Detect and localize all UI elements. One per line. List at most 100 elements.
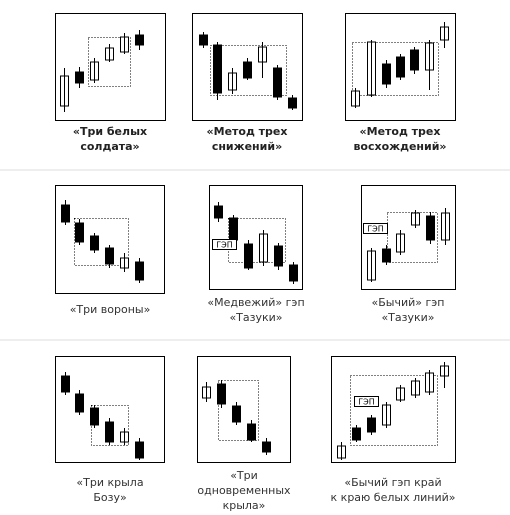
candle xyxy=(244,240,253,270)
candle xyxy=(61,372,70,395)
candle xyxy=(440,362,449,388)
candle xyxy=(410,47,419,74)
candle xyxy=(120,33,129,54)
candle xyxy=(274,243,283,270)
caption: «Три одновременных крыла» xyxy=(164,468,324,513)
caption-line: крыла» xyxy=(222,499,266,512)
candle xyxy=(214,202,223,222)
caption-line: Бозу» xyxy=(93,491,127,504)
candle xyxy=(288,95,297,110)
candle xyxy=(411,210,420,228)
caption: «Метод трех снижений» xyxy=(167,124,327,154)
gap-label-box xyxy=(354,396,379,407)
caption-line: «Бычий» гэп xyxy=(371,296,445,309)
pattern-box xyxy=(197,356,291,463)
candle xyxy=(351,88,360,108)
candle xyxy=(243,58,252,80)
caption-line: восхождений» xyxy=(353,140,447,153)
candle xyxy=(367,415,376,435)
candle xyxy=(441,208,450,245)
caption: «Бычий» гэп «Тазуки» xyxy=(328,295,488,325)
caption: «Метод трех восхождений» xyxy=(320,124,480,154)
caption: «Три белых солдата» xyxy=(30,124,190,154)
candle xyxy=(135,30,144,50)
range-outline xyxy=(352,42,439,96)
candle xyxy=(75,219,84,245)
candle xyxy=(120,428,129,445)
range-outline xyxy=(218,380,259,441)
candle xyxy=(258,42,267,78)
candle xyxy=(247,420,256,442)
candle xyxy=(60,68,69,112)
candle xyxy=(367,248,376,282)
candle xyxy=(440,22,449,48)
candle xyxy=(289,262,298,284)
candle xyxy=(135,438,144,460)
candle xyxy=(337,442,346,460)
caption-line: «Тазуки» xyxy=(229,311,283,324)
candle xyxy=(229,215,238,242)
caption-line: «Тазуки» xyxy=(381,311,435,324)
candle xyxy=(90,233,99,253)
caption-line: «Бычий гэп край xyxy=(344,476,442,489)
candle xyxy=(213,42,222,100)
caption: «Медвежий» гэп «Тазуки» xyxy=(176,295,336,325)
candle xyxy=(262,438,271,455)
candle xyxy=(105,245,114,268)
candle xyxy=(396,385,405,402)
caption-line: «Три xyxy=(230,469,258,482)
caption-line: «Медвежий» гэп xyxy=(207,296,305,309)
pattern-box xyxy=(55,185,165,294)
candle xyxy=(382,402,391,428)
caption: «Три вороны» xyxy=(30,302,190,317)
candle xyxy=(396,230,405,255)
candle xyxy=(75,67,84,88)
candle xyxy=(75,390,84,415)
candle xyxy=(228,68,237,94)
range-outline xyxy=(74,218,129,266)
caption: «Три крыла Бозу» xyxy=(30,475,190,505)
pattern-box xyxy=(331,356,456,463)
range-outline xyxy=(88,37,131,87)
candle xyxy=(367,40,376,97)
caption-line: «Три крыла xyxy=(76,476,144,489)
candle xyxy=(90,405,99,428)
candle xyxy=(426,212,435,244)
pattern-box xyxy=(55,356,165,463)
candle xyxy=(105,44,114,62)
pattern-box xyxy=(55,13,166,121)
gap-label: ГЭП xyxy=(367,225,383,234)
caption-line: к краю белых линий» xyxy=(330,491,456,504)
candle xyxy=(425,370,434,395)
caption-line: «Метод трех xyxy=(206,125,288,138)
candle xyxy=(352,425,361,442)
candle xyxy=(202,382,211,402)
caption-line: солдата» xyxy=(80,140,140,153)
gap-label: ГЭП xyxy=(216,241,232,250)
candle xyxy=(120,253,129,272)
candle xyxy=(396,54,405,80)
candle xyxy=(425,40,434,90)
caption-line: «Метод трех xyxy=(359,125,441,138)
gap-label: ГЭП xyxy=(358,398,374,407)
candle xyxy=(382,60,391,88)
gap-label-box xyxy=(363,223,388,234)
candle xyxy=(411,378,420,398)
pattern-box xyxy=(209,185,303,290)
candle xyxy=(217,380,226,408)
candle xyxy=(382,245,391,265)
candle xyxy=(135,258,144,283)
candle xyxy=(232,402,241,425)
candle xyxy=(259,230,268,266)
caption-line: «Три белых xyxy=(72,125,148,138)
caption: «Бычий гэп край к краю белых линий» xyxy=(313,475,473,505)
caption-line: «Три вороны» xyxy=(69,303,151,316)
pattern-box xyxy=(361,185,456,290)
caption-line: снижений» xyxy=(211,140,283,153)
candle xyxy=(61,200,70,225)
candle xyxy=(199,32,208,48)
candle xyxy=(273,65,282,100)
candle xyxy=(105,418,114,445)
